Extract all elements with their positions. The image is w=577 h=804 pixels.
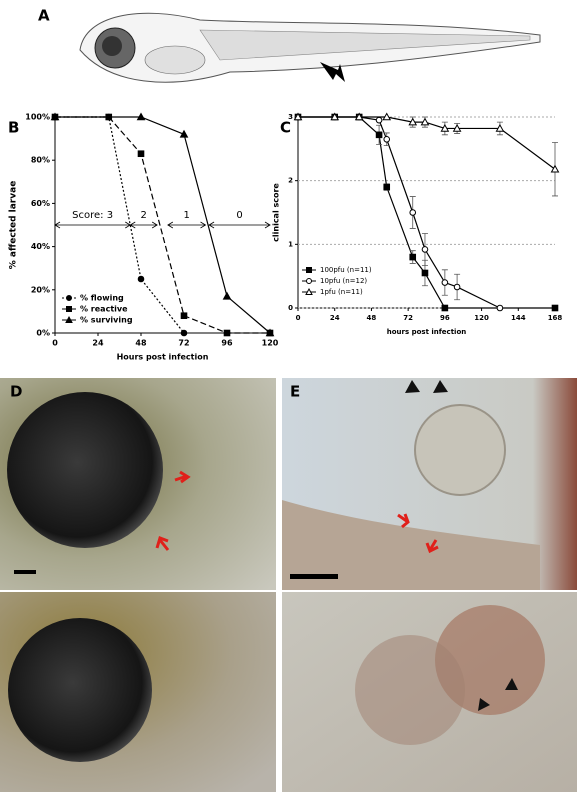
y-tick-label: 100%	[25, 113, 50, 122]
series-line	[55, 116, 185, 334]
y-tick-label: 0%	[36, 329, 50, 338]
annotation-arrow	[167, 221, 207, 229]
annotation-arrow	[208, 221, 271, 229]
point	[222, 291, 232, 300]
fish-drawing	[79, 12, 541, 83]
legend-marker	[305, 287, 313, 295]
y-tick-label: 2	[288, 177, 293, 185]
chart-title: B	[8, 119, 19, 137]
point	[421, 269, 429, 277]
legend-marker	[66, 295, 72, 301]
x-tick-label: 120	[474, 314, 489, 322]
panel-label: E	[290, 383, 300, 401]
annotation: 2	[141, 210, 147, 221]
point	[441, 279, 449, 286]
legend-label: % surviving	[80, 316, 133, 325]
y-tick-label: 1	[288, 240, 293, 248]
legend-label: % flowing	[80, 294, 124, 303]
x-tick-label: 24	[330, 314, 340, 322]
point	[421, 246, 429, 253]
x-tick-label: 168	[548, 314, 563, 322]
y-axis-label: % affected larvae	[9, 181, 19, 270]
point	[420, 117, 430, 126]
point	[137, 275, 145, 283]
x-tick-label: 96	[221, 339, 233, 348]
point	[408, 117, 418, 126]
point	[293, 112, 303, 121]
y-axis-label: clinical score	[272, 183, 281, 242]
point	[383, 135, 391, 143]
annotation: 0	[236, 210, 242, 221]
point	[452, 123, 462, 132]
y-tick-label: 60%	[31, 199, 50, 208]
point	[409, 253, 417, 261]
x-tick-label: 48	[135, 339, 147, 348]
y-tick-label: 40%	[31, 242, 50, 251]
series-line	[298, 116, 556, 170]
x-tick-label: 120	[262, 339, 279, 348]
point	[441, 304, 449, 312]
y-tick-label: 80%	[31, 156, 50, 165]
point	[180, 329, 188, 337]
legend-marker	[65, 315, 73, 323]
point	[330, 112, 340, 121]
legend-marker	[66, 306, 72, 312]
x-tick-label: 48	[367, 314, 377, 322]
point	[354, 112, 364, 121]
x-tick-label: 0	[52, 339, 58, 348]
micrograph-d	[0, 378, 276, 792]
point	[551, 304, 559, 312]
x-tick-label: 144	[511, 314, 526, 322]
annotation: Score: 3	[72, 210, 113, 221]
point	[495, 123, 505, 132]
y-tick-label: 20%	[31, 285, 50, 294]
point	[375, 131, 383, 139]
point	[409, 209, 417, 216]
point	[50, 112, 60, 121]
point	[265, 328, 275, 337]
annotation-arrow	[129, 221, 158, 229]
x-tick-label: 24	[92, 339, 104, 348]
legend-marker	[306, 278, 312, 284]
point	[137, 150, 145, 158]
annotation: 1	[184, 210, 190, 221]
point	[375, 116, 383, 124]
point	[383, 183, 391, 191]
point	[453, 283, 461, 291]
x-axis-label: hours post infection	[387, 328, 466, 336]
legend-label: 100pfu (n=11)	[320, 266, 372, 274]
x-tick-label: 0	[296, 314, 301, 322]
point	[179, 129, 189, 138]
point	[180, 312, 188, 320]
point	[382, 112, 392, 121]
x-tick-label: 72	[403, 314, 413, 322]
legend-label: % reactive	[80, 305, 128, 314]
point	[440, 123, 450, 132]
x-tick-label: 96	[440, 314, 450, 322]
micrograph-e	[282, 378, 577, 792]
panel-label: A	[38, 7, 50, 25]
point	[223, 329, 231, 337]
legend-marker	[306, 267, 312, 273]
annotation-arrow	[54, 221, 132, 229]
y-tick-label: 3	[288, 113, 293, 121]
point	[496, 304, 504, 312]
point	[136, 112, 146, 121]
panel-label: D	[10, 383, 22, 401]
x-axis-label: Hours post infection	[117, 353, 209, 362]
legend-label: 10pfu (n=12)	[320, 277, 367, 285]
legend-label: 1pfu (n=11)	[320, 288, 363, 296]
point	[550, 164, 560, 173]
x-tick-label: 72	[178, 339, 189, 348]
chart-title: C	[280, 119, 291, 137]
y-tick-label: 0	[288, 304, 293, 312]
